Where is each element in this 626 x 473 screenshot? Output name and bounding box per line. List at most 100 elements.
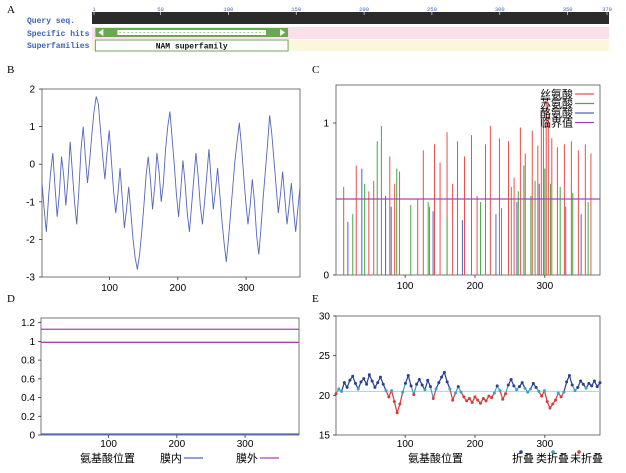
x-tick-label: 100 <box>100 439 117 450</box>
folding-point <box>465 399 469 403</box>
folding-point <box>351 374 355 378</box>
y-tick-label: 1.2 <box>21 318 35 329</box>
folding-segment <box>410 385 415 395</box>
folding-point <box>367 373 371 377</box>
folding-point <box>523 386 527 390</box>
panel-letter-e: E <box>312 293 319 305</box>
legend-label: 酪氨酸 <box>540 106 573 120</box>
folding-point <box>573 389 577 393</box>
folding-point <box>579 379 583 383</box>
folding-point <box>504 392 508 396</box>
legend-label: 丝氨酸 <box>540 87 573 101</box>
folding-point <box>462 395 466 399</box>
folding-point <box>509 377 513 381</box>
folding-point <box>545 400 549 404</box>
arrow-right-icon <box>280 29 286 36</box>
folding-point <box>531 381 535 385</box>
folding-point <box>448 387 452 391</box>
ruler-tick-label: 379 <box>602 6 612 13</box>
row-label-superfamilies: Superfamilies <box>27 42 90 51</box>
axes-c: 0 1 100 200 300 <box>323 119 553 293</box>
folding-segment <box>340 382 345 392</box>
folding-point <box>420 383 424 387</box>
folding-segment <box>499 390 504 400</box>
x-tick-label: 100 <box>397 281 414 292</box>
legend-label: 未折叠 <box>570 451 603 465</box>
folding-segment <box>407 375 412 386</box>
x-tick-label: 300 <box>536 281 553 292</box>
folding-point <box>426 378 430 382</box>
y-tick-label: 20 <box>319 391 331 402</box>
folding-segment <box>449 388 454 401</box>
folding-segment <box>563 381 568 393</box>
folding-point <box>562 390 566 394</box>
plot-frame-e <box>335 315 601 436</box>
panel-letter-d: D <box>7 293 15 305</box>
x-axis-label: 氨基酸位置 <box>80 451 135 465</box>
row-label-query: Query seq. <box>27 17 75 26</box>
folding-point <box>406 374 410 377</box>
ruler-tick-label: 250 <box>427 6 437 13</box>
axes-b: 2 1 0 -1 -2 -3 100 200 300 <box>26 85 255 295</box>
folding-point <box>542 389 546 393</box>
folding-point <box>403 381 407 385</box>
ruler-tick-label: 1 <box>92 6 96 13</box>
legend-label: 临界值 <box>540 116 573 130</box>
folding-point <box>479 401 483 405</box>
transmembrane-lines <box>41 328 299 435</box>
axes-e: 30 25 20 15 100 200 300 <box>319 312 554 451</box>
y-tick-label: 0.6 <box>21 374 35 385</box>
y-tick-label: 0 <box>29 160 35 171</box>
folding-point <box>584 386 588 390</box>
folding-point <box>506 383 510 387</box>
panel-e: E 30 25 20 15 100 200 300 氨基酸位置 折叠 类折叠 未折叠 <box>312 293 603 465</box>
legend-d: 氨基酸位置 膜内 膜外 <box>80 451 279 465</box>
folding-point <box>428 385 432 389</box>
folding-point <box>595 385 599 389</box>
x-tick-label: 300 <box>238 283 255 294</box>
nam-domain[interactable]: NAM superfamily <box>94 28 289 52</box>
folding-point <box>340 389 344 393</box>
ruler-tick-label: 50 <box>157 6 164 13</box>
folding-segment <box>399 392 404 405</box>
ruler-tick-label: 300 <box>495 6 505 13</box>
folding-segment <box>543 390 548 402</box>
folding-point <box>529 387 533 391</box>
plot-frame-c <box>335 84 601 276</box>
folding-point <box>565 380 569 384</box>
folding-point <box>492 391 496 395</box>
folding-point <box>490 396 494 400</box>
y-tick-label: 0.2 <box>21 412 35 423</box>
folding-point <box>598 381 602 385</box>
ruler-tick-label: 150 <box>291 6 301 13</box>
folding-point <box>417 377 421 381</box>
folding-point <box>334 392 338 396</box>
folding-point <box>501 397 505 401</box>
folding-point <box>387 395 391 399</box>
x-tick-label: 100 <box>397 439 414 450</box>
legend-label: 折叠 <box>512 451 534 465</box>
y-tick-label: 2 <box>29 85 35 96</box>
x-tick-label: 100 <box>101 283 118 294</box>
x-tick-label: 200 <box>169 283 186 294</box>
legend-swatch <box>577 450 581 454</box>
folding-point <box>576 385 580 389</box>
y-tick-label: 0.8 <box>21 356 35 367</box>
folding-point <box>365 382 369 386</box>
folding-point <box>348 378 352 382</box>
folding-point <box>415 382 419 386</box>
folding-point <box>378 375 382 379</box>
legend-swatch <box>551 450 555 454</box>
x-tick-label: 200 <box>467 281 484 292</box>
folding-segment <box>390 390 395 402</box>
folding-point <box>551 402 555 406</box>
plot-frame-b <box>41 88 301 278</box>
folding-point <box>473 395 477 399</box>
axes-d: 1.2 1 0.8 0.6 0.4 0.2 0 100 200 300 <box>21 318 254 450</box>
superfamily-bar <box>94 39 289 52</box>
y-tick-label: 30 <box>319 312 331 323</box>
folding-point <box>353 381 357 385</box>
y-tick-label: 1 <box>29 337 35 348</box>
